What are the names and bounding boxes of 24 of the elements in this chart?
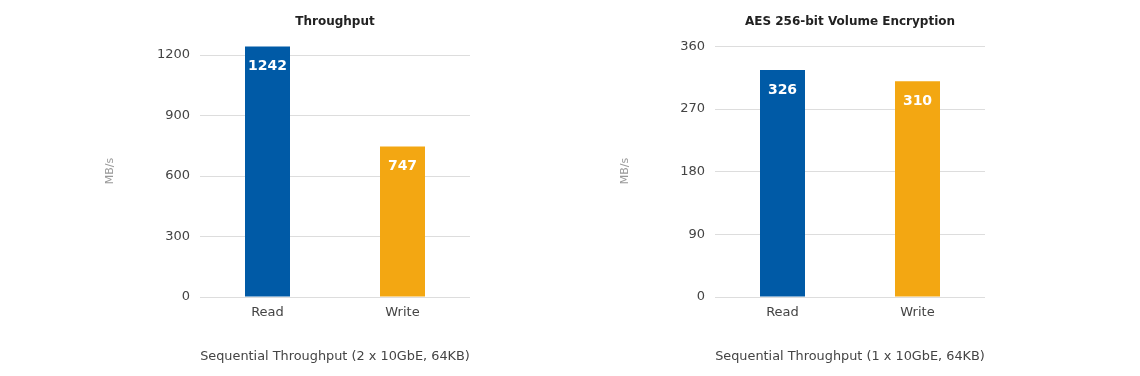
data-label: 326 bbox=[767, 80, 798, 97]
y-tick-label: 0 bbox=[181, 288, 190, 304]
chart-title: AES 256-bit Volume Encryption bbox=[744, 14, 956, 29]
x-tick-label: Read bbox=[766, 304, 799, 320]
x-tick-label: Write bbox=[385, 304, 420, 320]
data-label: 310 bbox=[902, 91, 933, 108]
y-tick-label: 360 bbox=[680, 37, 705, 53]
data-label: 747 bbox=[387, 157, 418, 174]
y-tick-label: 900 bbox=[165, 106, 190, 122]
y-tick-label: 600 bbox=[165, 167, 190, 183]
x-tick-label: Read bbox=[251, 304, 284, 320]
data-label: 1242 bbox=[248, 57, 287, 74]
y-tick-label: 90 bbox=[688, 225, 705, 241]
y-tick-label: 270 bbox=[680, 100, 705, 116]
y-tick-label: 0 bbox=[696, 288, 705, 304]
x-axis-title: Sequential Throughput (2 x 10GbE, 64KB) bbox=[200, 347, 470, 363]
y-tick-label: 1200 bbox=[156, 46, 190, 62]
x-tick-label: Write bbox=[900, 304, 935, 320]
y-axis-title: MB/s bbox=[103, 157, 117, 185]
y-tick-label: 300 bbox=[165, 227, 190, 243]
x-axis-title: Sequential Throughput (1 x 10GbE, 64KB) bbox=[715, 347, 985, 363]
y-axis-title: MB/s bbox=[618, 157, 632, 185]
y-tick-label: 180 bbox=[680, 163, 705, 179]
chart-title: Throughput bbox=[295, 14, 375, 29]
